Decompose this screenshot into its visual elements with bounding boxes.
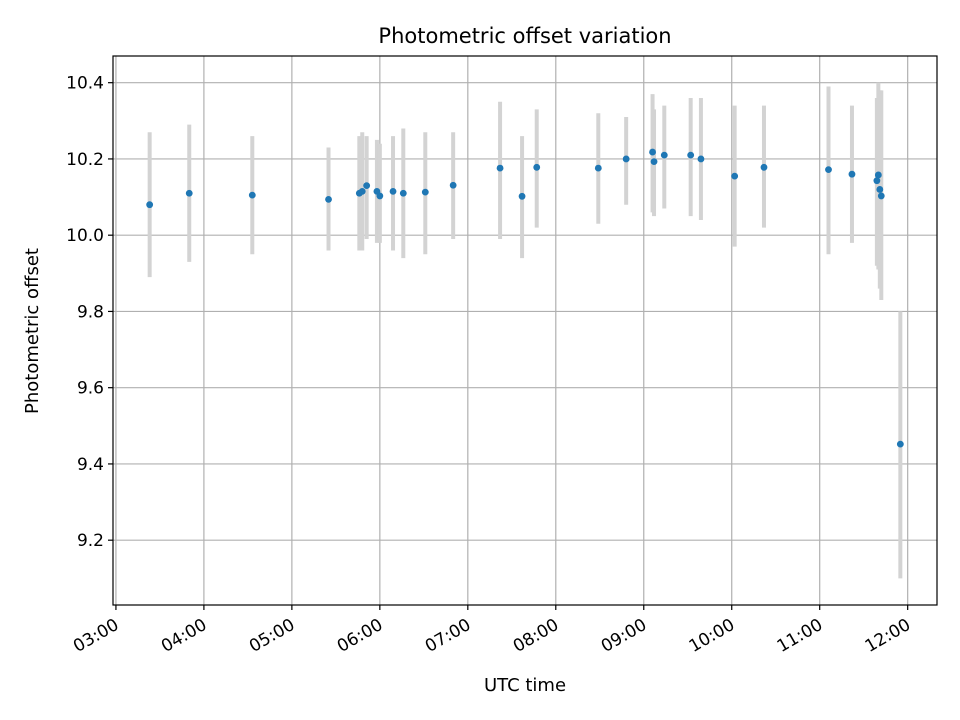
data-point [496,164,504,172]
data-point [358,187,366,195]
data-point [389,187,397,195]
y-tick-label: 9.8 [77,302,104,322]
data-point [399,189,407,197]
data-point [518,192,526,200]
y-tick-label: 9.4 [77,455,104,475]
data-point [376,192,384,200]
data-point [876,186,884,193]
data-point [622,155,630,163]
data-point [248,191,256,199]
data-point [363,182,371,190]
data-point [185,189,193,197]
grid [113,56,937,605]
data-point [687,151,695,159]
y-tick-label: 9.2 [77,531,104,551]
data-point [146,201,154,209]
data-point [877,192,885,200]
data-point [873,177,881,185]
data-point [533,163,541,171]
y-tick-label: 9.6 [77,379,104,399]
data-point [896,440,904,448]
data-point [650,158,658,166]
data-point [825,166,832,174]
data-point [325,195,332,203]
data-point [594,164,602,172]
y-tick-label: 10.2 [66,150,104,170]
data-point [421,188,429,196]
data-point [874,171,882,179]
x-axis-label: UTC time [484,675,566,696]
y-tick-label: 10.0 [66,226,104,246]
y-axis-ticks: 9.2 9.4 9.6 9.8 10.0 10.2 10.4 [66,74,113,551]
data-point [660,151,668,159]
chart-title: Photometric offset variation [378,24,671,48]
data-point [731,172,739,180]
plot-frame [112,55,938,606]
y-axis-label: Photometric offset [22,248,43,414]
data-point [697,155,705,163]
data-points [146,148,904,448]
data-point [848,170,856,178]
data-point [449,181,457,189]
y-tick-label: 10.4 [66,74,104,94]
data-point [649,148,656,156]
data-point [760,163,768,171]
